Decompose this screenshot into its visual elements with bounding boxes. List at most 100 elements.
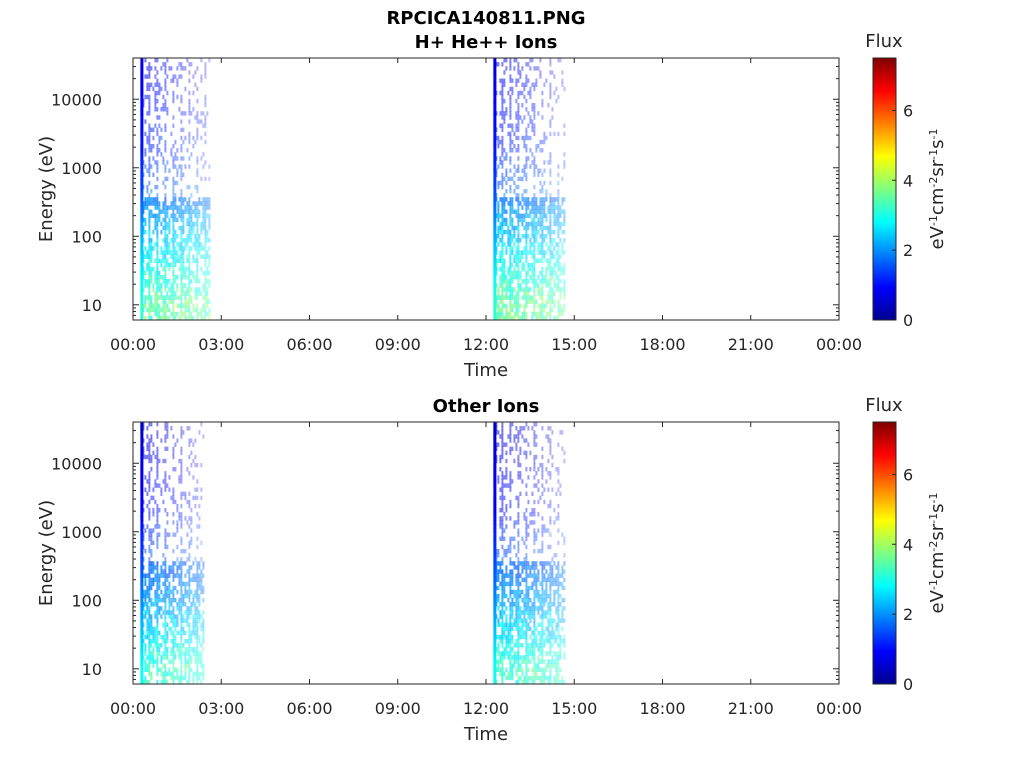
flux-bin: [196, 573, 199, 578]
flux-bin: [529, 467, 532, 472]
flux-bin: [164, 287, 167, 292]
flux-bin: [535, 561, 538, 566]
flux-bin: [493, 139, 497, 145]
flux-bin: [196, 229, 199, 235]
flux-bin: [184, 630, 187, 636]
flux-bin: [529, 86, 532, 92]
flux-bin: [497, 315, 500, 321]
flux-bin: [208, 225, 211, 231]
flux-bin: [180, 275, 183, 280]
flux-bin: [152, 246, 155, 251]
flux-bin: [152, 569, 155, 574]
flux-bin: [170, 598, 173, 603]
flux-bin: [180, 679, 183, 685]
flux-bin: [182, 217, 185, 223]
flux-bin: [515, 655, 518, 660]
flux-bin: [148, 610, 151, 615]
flux-bin: [196, 168, 199, 173]
flux-bin: [164, 565, 167, 570]
flux-bin: [503, 58, 506, 63]
flux-bin: [533, 291, 536, 296]
flux-bin: [164, 70, 167, 75]
flux-bin: [174, 675, 177, 681]
flux-bin: [156, 270, 159, 276]
flux-bin: [148, 144, 151, 149]
flux-bin: [519, 115, 522, 120]
flux-bin: [525, 422, 528, 427]
flux-bin: [144, 487, 147, 492]
flux-bin: [509, 499, 512, 505]
flux-bin: [527, 643, 530, 648]
flux-bin: [164, 475, 167, 480]
flux-bin: [198, 287, 201, 292]
flux-bin: [170, 254, 173, 259]
flux-bin: [493, 679, 497, 685]
flux-bin: [204, 307, 207, 313]
flux-bin: [515, 589, 518, 595]
flux-bin: [535, 626, 538, 632]
flux-bin: [164, 679, 167, 685]
flux-bin: [184, 639, 187, 644]
flux-bin: [170, 250, 173, 255]
flux-bin: [549, 561, 552, 566]
flux-bin: [140, 614, 144, 619]
flux-bin: [194, 307, 197, 313]
flux-bin: [166, 679, 169, 685]
flux-bin: [144, 205, 147, 210]
flux-bin: [146, 602, 149, 607]
flux-bin: [555, 205, 558, 210]
flux-bin: [172, 577, 175, 582]
flux-bin: [509, 283, 512, 288]
flux-bin: [561, 270, 564, 276]
flux-bin: [172, 266, 175, 272]
flux-bin: [563, 287, 566, 292]
flux-bin: [146, 667, 149, 672]
flux-bin: [509, 569, 512, 574]
flux-bin: [521, 250, 524, 255]
flux-bin: [172, 606, 175, 611]
flux-bin: [537, 630, 540, 636]
flux-bin: [505, 311, 508, 317]
flux-bin: [150, 548, 153, 554]
flux-bin: [154, 279, 157, 284]
flux-bin: [190, 238, 193, 243]
flux-bin: [174, 315, 177, 321]
flux-bin: [140, 475, 144, 480]
flux-bin: [493, 589, 497, 595]
flux-bin: [557, 577, 560, 582]
flux-bin: [517, 589, 520, 595]
flux-bin: [194, 238, 197, 243]
flux-bin: [152, 495, 155, 501]
flux-bin: [148, 536, 151, 541]
flux-bin: [140, 544, 144, 550]
flux-bin: [194, 487, 197, 492]
flux-bin: [527, 135, 530, 141]
flux-bin: [497, 561, 500, 566]
flux-bin: [499, 454, 502, 460]
flux-bin: [501, 659, 504, 664]
flux-bin: [493, 520, 497, 525]
flux-bin: [156, 614, 159, 619]
flux-bin: [180, 193, 183, 198]
flux-bin: [176, 565, 179, 570]
flux-bin: [535, 279, 538, 284]
y-tick-label: 10000: [51, 90, 102, 109]
flux-bin: [511, 225, 514, 231]
flux-bin: [176, 557, 179, 562]
flux-bin: [537, 209, 540, 214]
flux-bin: [527, 123, 530, 128]
flux-bin: [505, 450, 508, 456]
flux-bin: [168, 602, 171, 607]
flux-bin: [527, 234, 530, 239]
flux-bin: [537, 667, 540, 672]
flux-bin: [505, 643, 508, 648]
flux-bin: [196, 291, 199, 296]
flux-bin: [555, 86, 558, 92]
flux-bin: [166, 585, 169, 591]
flux-bin: [182, 250, 185, 255]
flux-bin: [174, 499, 177, 505]
flux-bin: [501, 283, 504, 288]
flux-bin: [190, 152, 193, 157]
flux-bin: [140, 667, 144, 672]
flux-bin: [551, 565, 554, 570]
